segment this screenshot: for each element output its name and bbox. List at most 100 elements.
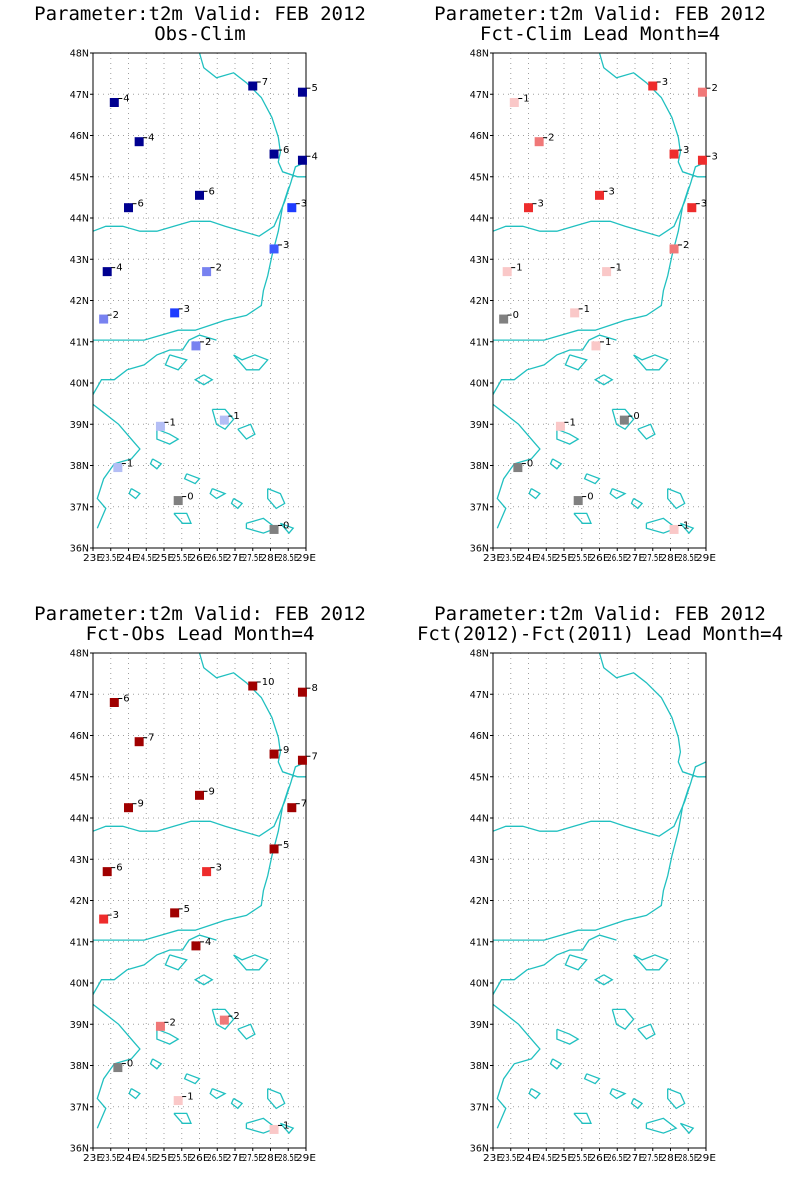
- y-tick-label: 43N: [70, 855, 89, 866]
- station-marker: [202, 867, 212, 877]
- station-marker: [173, 1096, 183, 1106]
- station-marker: [269, 1124, 279, 1134]
- x-tick-label: 28.5E: [278, 553, 298, 564]
- station-marker: [113, 463, 123, 473]
- coastline: [633, 954, 669, 971]
- x-tick-label: 23.5E: [101, 553, 121, 564]
- y-tick-label: 45N: [470, 172, 489, 183]
- coastline: [183, 473, 201, 485]
- x-tick-label: 23.5E: [101, 1153, 121, 1164]
- station-value: 2: [169, 1017, 175, 1028]
- x-tick-label: 29E: [696, 1153, 716, 1164]
- station-value: 3: [609, 186, 615, 197]
- coastline: [573, 512, 592, 524]
- station-marker: [113, 1063, 123, 1073]
- station-value: 3: [301, 199, 307, 210]
- station-marker: [697, 155, 707, 165]
- coastline: [633, 354, 669, 371]
- coastline: [156, 428, 180, 445]
- station-value: 1: [584, 304, 590, 315]
- x-tick-label: 28E: [261, 553, 281, 564]
- coastline: [92, 934, 217, 995]
- station-value: 1: [605, 337, 611, 348]
- coastline: [149, 1058, 163, 1070]
- station-value: 1: [516, 263, 522, 274]
- coastline: [598, 52, 706, 178]
- coastline: [583, 1073, 601, 1085]
- x-tick-label: 23E: [483, 1153, 503, 1164]
- panel-title-line1: Parameter:t2m Valid: FEB 2012: [34, 603, 366, 625]
- station-value: 4: [311, 151, 317, 162]
- panel-title-line1: Parameter:t2m Valid: FEB 2012: [434, 603, 766, 625]
- station-value: 1: [187, 1092, 193, 1103]
- station-value: 0: [187, 492, 193, 503]
- x-tick-label: 28E: [661, 553, 681, 564]
- coastline: [230, 497, 244, 510]
- y-tick-label: 44N: [70, 814, 89, 825]
- coastline: [611, 1008, 635, 1031]
- station-marker: [191, 941, 201, 951]
- station-value: 6: [209, 186, 215, 197]
- y-tick-label: 41N: [70, 937, 89, 948]
- x-tick-label: 26.5E: [607, 553, 627, 564]
- x-tick-label: 26E: [590, 1153, 610, 1164]
- y-tick-label: 37N: [470, 1102, 489, 1113]
- station-value: 3: [711, 151, 717, 162]
- x-tick-label: 27.5E: [643, 553, 663, 564]
- station-marker: [99, 914, 109, 924]
- station-marker: [648, 81, 658, 91]
- coastline: [679, 1122, 695, 1135]
- coastline: [198, 652, 306, 778]
- coastline: [92, 334, 217, 395]
- station-marker: [191, 341, 201, 351]
- station-marker: [669, 524, 679, 534]
- station-marker: [269, 844, 279, 854]
- coastline: [164, 954, 188, 971]
- y-tick-label: 44N: [70, 214, 89, 225]
- x-tick-label: 25E: [554, 553, 574, 564]
- station-marker: [102, 867, 112, 877]
- y-tick-label: 46N: [70, 131, 89, 142]
- x-tick-label: 25.5E: [572, 553, 592, 564]
- station-marker: [134, 137, 144, 147]
- coastline: [492, 934, 617, 995]
- y-tick-label: 42N: [70, 296, 89, 307]
- x-tick-label: 25.5E: [572, 1153, 592, 1164]
- station-value: 7: [262, 77, 268, 88]
- station-value: 3: [538, 199, 544, 210]
- x-tick-label: 29E: [696, 553, 716, 564]
- station-marker: [297, 755, 307, 765]
- coastline: [583, 473, 601, 485]
- station-value: 2: [113, 310, 119, 321]
- panel-title-line2: Fct-Clim Lead Month=4: [479, 23, 721, 45]
- y-tick-label: 38N: [70, 461, 89, 472]
- station-marker: [170, 308, 180, 318]
- station-marker: [591, 341, 601, 351]
- y-tick-label: 44N: [470, 214, 489, 225]
- station-marker: [99, 314, 109, 324]
- coastline: [198, 52, 306, 178]
- station-value: 6: [123, 694, 129, 705]
- station-value: 3: [683, 145, 689, 156]
- y-tick-label: 39N: [470, 420, 489, 431]
- x-tick-label: 23.5E: [501, 1153, 521, 1164]
- station-value: 1: [683, 520, 689, 531]
- station-marker: [524, 203, 533, 213]
- x-tick-label: 24E: [519, 553, 539, 564]
- x-tick-label: 28.5E: [678, 553, 698, 564]
- coastline: [528, 1088, 541, 1100]
- y-tick-label: 39N: [70, 1020, 89, 1031]
- station-marker: [195, 190, 204, 200]
- x-tick-label: 27E: [225, 553, 245, 564]
- x-tick-label: 25E: [554, 1153, 574, 1164]
- y-tick-label: 46N: [70, 731, 89, 742]
- x-tick-label: 27E: [625, 553, 645, 564]
- x-tick-label: 24.5E: [536, 553, 556, 564]
- station-value: 0: [127, 1059, 133, 1070]
- y-tick-label: 48N: [470, 49, 489, 60]
- map-panel-fct-clim: Parameter:t2m Valid: FEB 2012 Fct-Clim L…: [400, 0, 800, 600]
- station-value: 6: [138, 199, 144, 210]
- station-marker: [219, 1015, 229, 1025]
- coastline: [183, 1073, 201, 1085]
- y-tick-label: 43N: [70, 255, 89, 266]
